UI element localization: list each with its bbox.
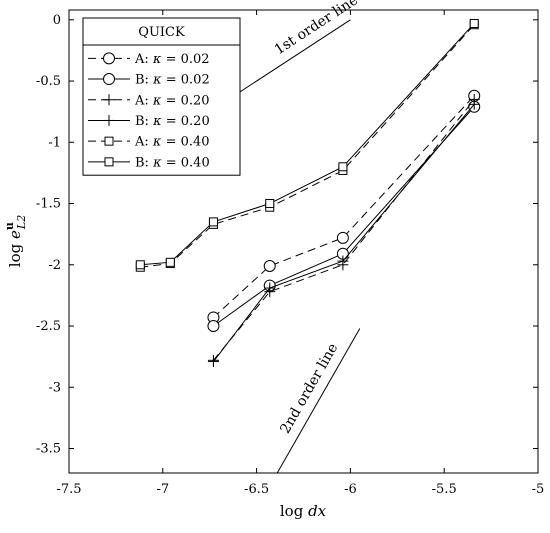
data-series [135,18,481,368]
y-axis-label-sup: u [3,222,16,230]
data-point-circle [103,73,115,86]
reference-line [276,328,361,473]
reference-line [233,19,351,97]
data-point-plus [103,94,115,106]
second-order-line-label: 2nd order line [277,341,341,437]
data-point-circle [207,320,220,333]
series-line [140,23,475,266]
first-order-line-label: 1st order line [272,0,361,58]
reference-line-labels: 1st order line 2nd order line [272,0,361,436]
kappa-symbol: κ [152,155,162,170]
series [207,93,480,366]
series [207,98,480,368]
y-tick-label: -3.5 [36,442,61,457]
x-tick-label: -6.5 [244,482,269,497]
y-tick-label: -2.5 [36,319,61,334]
legend-entry: B: κ = 0.20 [88,114,210,129]
legend-entry: A: κ = 0.20 [88,93,210,108]
legend-entry: A: κ = 0.02 [88,52,210,67]
data-point-plus [103,114,115,126]
y-tick-label: -1.5 [36,197,61,212]
legend-entry: B: κ = 0.40 [88,155,210,170]
x-tick-label: -7.5 [56,482,81,497]
y-axis-ticks: 0 -0.5 -1 -1.5 -2 -2.5 -3 -3.5 [36,13,538,457]
reference-lines [233,19,361,473]
plot-frame [68,9,539,474]
data-point-plus [468,98,480,110]
data-point-square [208,217,218,227]
x-axis-label: log dx [280,502,327,520]
kappa-symbol: κ [152,135,162,150]
kappa-symbol: κ [152,73,162,88]
series [207,100,481,333]
x-tick-label: -7 [156,482,169,497]
x-tick-label: -5.5 [432,482,457,497]
data-point-plus [207,356,219,368]
data-point-square [104,157,114,167]
data-point-circle [103,52,115,65]
legend-label: A: κ = 0.20 [134,93,210,108]
legend: QUICK A: κ = 0.02 B: κ = 0.02 A: κ = 0.20 B:… [82,17,241,176]
x-tick-label: -5 [532,482,545,497]
legend-label: B: κ = 0.20 [135,114,210,129]
kappa-symbol: κ [152,114,162,129]
y-axis-label-sub: L2 [15,215,28,230]
legend-label: B: κ = 0.02 [135,73,210,88]
data-point-circle [336,231,349,244]
series-line [213,103,475,362]
y-tick-label: -2 [48,258,61,273]
legend-label: A: κ = 0.40 [134,135,210,150]
series-line [140,24,475,268]
legend-label: B: κ = 0.40 [135,155,210,170]
data-point-square [338,162,348,172]
series [207,89,481,324]
data-point-square [469,18,479,28]
series-line [213,106,475,327]
kappa-symbol: κ [152,52,162,67]
y-tick-label: -1 [48,135,61,150]
data-point-circle [263,259,276,272]
x-axis-label-var: dx [308,502,327,520]
y-tick-label: 0 [53,13,61,28]
data-point-square [135,260,145,270]
y-tick-label: -3 [48,380,61,395]
series-line [213,99,475,361]
data-point-plus [264,282,276,294]
x-axis-ticks: -7.5 -7 -6.5 -6 -5.5 -5 [56,10,544,497]
data-point-square [165,257,175,267]
data-point-square [104,136,114,146]
data-point-square [265,199,275,209]
legend-label: A: κ = 0.02 [134,52,210,67]
legend-entry: B: κ = 0.02 [88,73,210,88]
data-point-plus [337,255,349,267]
y-axis-label-var: e [6,230,24,239]
series-line [213,95,475,318]
y-tick-label: -0.5 [36,74,61,89]
legend-entry: A: κ = 0.40 [88,135,210,150]
series [135,18,479,270]
x-tick-label: -6 [344,482,357,497]
legend-title: QUICK [138,25,185,40]
kappa-symbol: κ [152,93,162,108]
y-axis-label: log euL2 [3,215,28,267]
